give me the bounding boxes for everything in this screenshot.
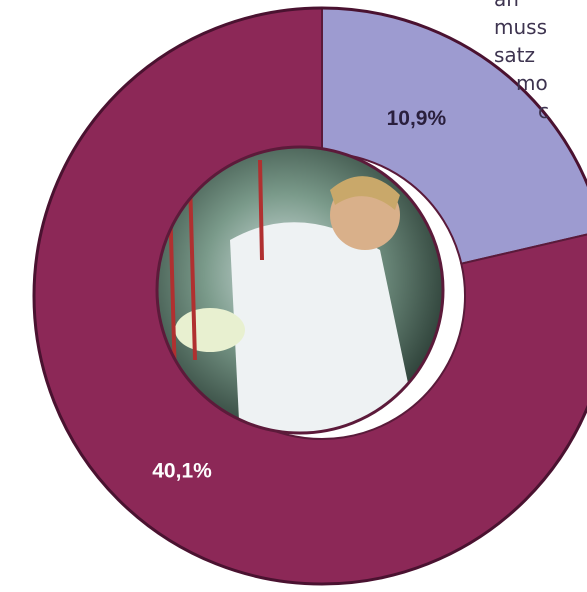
center-photo <box>157 147 443 433</box>
donut-rim <box>32 6 587 586</box>
photo-rim <box>155 145 445 435</box>
slice-label: 40,1% <box>152 460 212 483</box>
donut: 10,9% 40,1% <box>32 6 587 586</box>
side-text-line: an <box>494 0 519 11</box>
side-text: an muss satz mo c <box>494 0 549 123</box>
side-text-line: satz <box>494 43 535 67</box>
side-text-line: muss <box>494 15 547 39</box>
slice-label: 10,9% <box>387 107 447 130</box>
side-text-line: mo <box>516 71 548 95</box>
side-text-line: c <box>538 99 549 123</box>
